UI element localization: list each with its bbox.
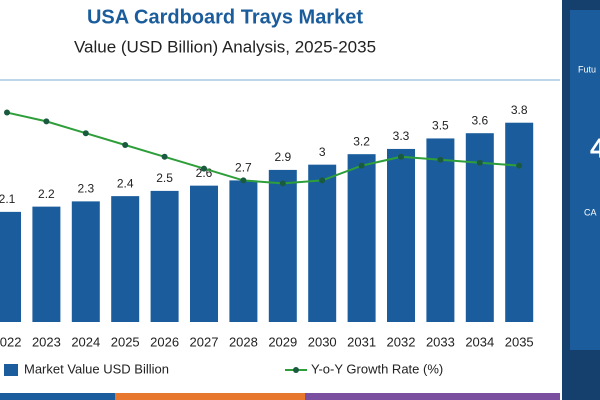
growth-marker <box>476 159 483 166</box>
x-tick-label: 2028 <box>229 334 258 349</box>
value-label: 2.2 <box>38 187 55 201</box>
legend-swatch <box>4 364 18 376</box>
bar <box>268 169 297 322</box>
footer-strip <box>0 393 115 400</box>
growth-marker <box>161 153 168 160</box>
x-tick-label: 2024 <box>71 334 100 349</box>
x-tick-label: 2032 <box>387 334 416 349</box>
value-label: 3.6 <box>471 113 488 127</box>
side-panel-inner <box>570 10 600 350</box>
x-tick-label: 2030 <box>308 334 337 349</box>
value-label: 2.9 <box>274 150 291 164</box>
value-label: 3.2 <box>353 134 370 148</box>
value-label: 3.5 <box>432 119 449 133</box>
x-tick-label: 2026 <box>150 334 179 349</box>
chart-title: USA Cardboard Trays Market <box>87 6 363 28</box>
x-tick-label: 2023 <box>32 334 61 349</box>
growth-marker <box>319 177 326 184</box>
x-tick-label: 2034 <box>465 334 494 349</box>
value-label: 2.7 <box>235 161 252 175</box>
x-tick-label: 2025 <box>111 334 140 349</box>
growth-marker <box>437 156 444 163</box>
bar <box>426 138 455 322</box>
bar <box>32 206 61 322</box>
bar <box>111 196 140 322</box>
bar <box>0 211 21 322</box>
x-tick-label: 2035 <box>505 334 534 349</box>
bar <box>505 122 534 322</box>
bar <box>71 201 100 322</box>
growth-marker <box>358 162 365 169</box>
legend-swatch-dot <box>293 367 299 373</box>
growth-marker <box>398 153 404 160</box>
chart-subtitle: Value (USD Billion) Analysis, 2025-2035 <box>74 37 376 56</box>
value-label: 2.1 <box>0 192 16 206</box>
x-tick-label: 2033 <box>426 334 455 349</box>
value-label: 2.5 <box>156 171 173 185</box>
panel-brand: Futu <box>578 64 596 74</box>
x-tick-label: 2027 <box>190 334 219 349</box>
panel-figure: 4 <box>590 132 600 163</box>
bar <box>347 154 376 322</box>
bar <box>308 164 337 322</box>
footer-strip <box>305 393 560 400</box>
x-tick-label: 2029 <box>268 334 297 349</box>
value-label: 3.8 <box>511 103 528 117</box>
growth-marker <box>4 109 10 116</box>
growth-marker <box>240 177 247 184</box>
bar <box>190 185 218 322</box>
growth-marker <box>201 165 207 172</box>
growth-marker <box>82 130 89 137</box>
footer-strip <box>115 393 305 400</box>
legend-label: Market Value USD Billion <box>24 361 169 376</box>
x-tick-label: 2031 <box>347 334 376 349</box>
value-label: 3.3 <box>393 129 410 143</box>
legend-label: Y-o-Y Growth Rate (%) <box>311 361 443 376</box>
panel-caption: CA <box>584 207 597 217</box>
value-label: 3 <box>319 145 326 159</box>
growth-marker <box>43 118 50 125</box>
bar <box>387 148 415 322</box>
bar <box>150 190 179 322</box>
growth-marker <box>279 180 286 187</box>
bar <box>229 180 258 322</box>
growth-marker <box>122 142 129 148</box>
value-label: 2.3 <box>77 182 94 196</box>
value-label: 2.4 <box>117 176 134 190</box>
x-tick-label: 2022 <box>0 334 21 349</box>
growth-line <box>6 111 520 185</box>
growth-marker <box>516 162 523 169</box>
